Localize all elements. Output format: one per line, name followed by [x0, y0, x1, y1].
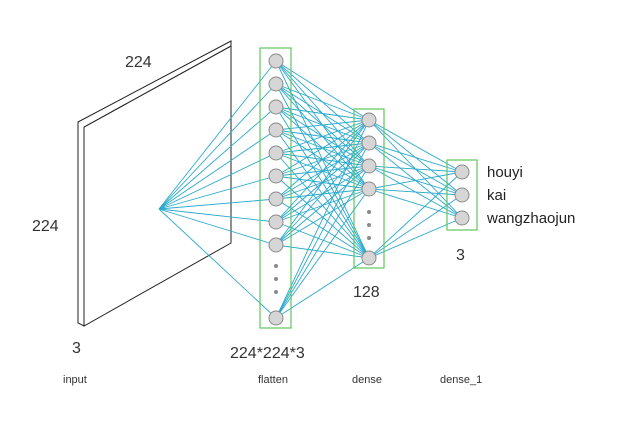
flatten-node: [268, 237, 284, 253]
input-to-flatten-connection: [158, 106, 277, 210]
output-label-houyi: houyi: [487, 164, 523, 181]
input-width-label: 224: [125, 54, 152, 71]
input-to-flatten-connection: [158, 175, 277, 210]
input-to-flatten-connection: [158, 60, 277, 210]
input-slab-face: [83, 45, 232, 327]
dense-node: [361, 158, 377, 174]
dense-to-output-connection: [368, 165, 463, 173]
dense-to-output-connection: [368, 119, 463, 173]
flatten-node: [268, 191, 284, 207]
input-to-flatten-connection: [158, 198, 277, 210]
output-node: [454, 164, 470, 180]
dense-to-output-connection: [368, 142, 463, 173]
flatten-size-label: 224*224*3: [230, 345, 305, 362]
input-slab: [77, 40, 232, 327]
nodes: [268, 53, 470, 326]
dense-1-size-label: 3: [456, 247, 465, 264]
flatten-node: [268, 99, 284, 115]
dense-to-output-connection: [368, 217, 463, 259]
layer-name-dense: dense: [352, 374, 382, 386]
dense-node: [361, 135, 377, 151]
flatten-node: [268, 168, 284, 184]
output-node: [454, 210, 470, 226]
layer-name-flatten: flatten: [258, 374, 288, 386]
layer-name-input: input: [63, 374, 87, 386]
input-to-flatten-connection: [158, 208, 277, 319]
input-height-label: 224: [32, 218, 59, 235]
input-to-flatten-connection: [158, 152, 277, 210]
flatten-ellipsis: [274, 264, 278, 294]
input-to-flatten-connection: [158, 129, 277, 210]
dense-to-output-connection: [368, 188, 463, 196]
flatten-box: [259, 47, 292, 329]
layer-name-dense-1: dense_1: [440, 374, 482, 386]
dense-to-output-connection: [368, 194, 463, 259]
input-slab-edge: [77, 40, 232, 327]
flatten-to-dense-connection: [275, 244, 370, 259]
flatten-node: [268, 122, 284, 138]
dense-node: [361, 250, 377, 266]
flatten-node: [268, 53, 284, 69]
input-to-flatten-connection: [158, 83, 277, 210]
flatten-node: [268, 76, 284, 92]
flatten-node: [268, 145, 284, 161]
dense-to-output-connection: [368, 171, 463, 190]
dense-to-output-connection: [368, 171, 463, 259]
dense-node: [361, 112, 377, 128]
input-depth-label: 3: [72, 340, 81, 357]
flatten-node: [268, 310, 284, 326]
flatten-to-dense-connection: [275, 83, 370, 121]
dense-box: [353, 108, 385, 269]
output-label-wangzhaojun: wangzhaojun: [486, 210, 575, 227]
output-label-kai: kai: [487, 187, 506, 204]
dense-ellipsis: [367, 210, 371, 240]
dense-node: [361, 181, 377, 197]
input-to-flatten-connection: [158, 208, 277, 223]
flatten-node: [268, 214, 284, 230]
output-node: [454, 187, 470, 203]
input-to-flatten-connection: [158, 208, 277, 246]
dense-1-box: [446, 159, 478, 231]
dense-size-label: 128: [353, 284, 380, 301]
